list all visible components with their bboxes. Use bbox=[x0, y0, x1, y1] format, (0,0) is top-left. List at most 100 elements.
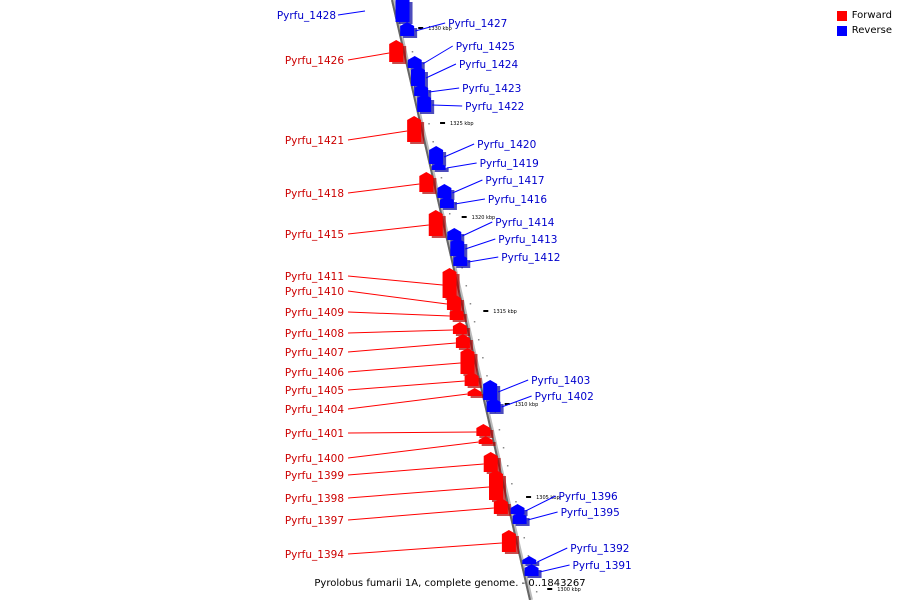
reverse-gene-label: Pyrfu_1395 bbox=[561, 507, 620, 519]
forward-leader-line bbox=[347, 130, 408, 141]
reverse-gene-arrow bbox=[450, 238, 465, 242]
forward-leader-line bbox=[347, 329, 453, 334]
forward-leader-line bbox=[347, 183, 420, 194]
reverse-leader-line bbox=[539, 564, 570, 573]
map-dot bbox=[527, 555, 530, 557]
reverse-leader-line bbox=[446, 162, 477, 169]
forward-gene-label: Pyrfu_1409 bbox=[285, 307, 344, 319]
forward-gene-arrow bbox=[446, 294, 461, 298]
forward-gene-label: Pyrfu_1406 bbox=[285, 367, 345, 379]
reverse-gene bbox=[522, 560, 537, 564]
forward-leader-line bbox=[347, 290, 447, 305]
map-dot bbox=[511, 483, 513, 485]
forward-gene bbox=[407, 120, 422, 142]
forward-leader-line bbox=[347, 342, 456, 353]
forward-gene-label: Pyrfu_1400 bbox=[285, 453, 344, 465]
map-dot bbox=[482, 357, 484, 359]
forward-gene-arrow bbox=[493, 498, 508, 502]
reverse-gene-arrow bbox=[407, 56, 422, 60]
forward-gene bbox=[464, 376, 479, 386]
reverse-gene bbox=[486, 402, 501, 412]
reverse-gene bbox=[407, 60, 422, 68]
reverse-gene bbox=[410, 70, 425, 86]
reverse-gene bbox=[483, 384, 498, 400]
forward-gene bbox=[389, 44, 404, 62]
tick-mark bbox=[547, 588, 553, 590]
forward-gene-label: Pyrfu_1401 bbox=[285, 428, 344, 440]
legend: Forward Reverse bbox=[836, 8, 892, 38]
reverse-gene-arrow bbox=[510, 504, 525, 508]
reverse-gene-arrow bbox=[417, 94, 432, 98]
map-dot bbox=[498, 429, 501, 431]
reverse-gene bbox=[524, 568, 539, 576]
reverse-gene-label: Pyrfu_1427 bbox=[448, 18, 507, 30]
map-caption: Pyrolobus fumarii 1A, complete genome. -… bbox=[314, 578, 586, 589]
forward-gene-label: Pyrfu_1410 bbox=[285, 286, 344, 298]
tick-mark bbox=[526, 496, 532, 498]
forward-leader-line bbox=[347, 311, 450, 317]
tick-mark bbox=[440, 122, 446, 124]
forward-gene-arrow bbox=[501, 530, 516, 534]
forward-leader-line bbox=[347, 380, 465, 391]
map-dot bbox=[535, 591, 538, 593]
reverse-leader-line bbox=[422, 45, 453, 65]
reverse-gene-label: Pyrfu_1420 bbox=[477, 139, 536, 151]
forward-leader-line bbox=[347, 431, 477, 434]
reverse-gene bbox=[439, 200, 454, 208]
reverse-gene-arrow bbox=[453, 254, 468, 258]
forward-gene bbox=[483, 456, 498, 472]
reverse-gene-arrow bbox=[400, 22, 415, 26]
forward-gene-arrow bbox=[455, 334, 470, 338]
forward-gene-label: Pyrfu_1398 bbox=[285, 493, 344, 505]
reverse-gene-label: Pyrfu_1417 bbox=[485, 175, 544, 187]
forward-gene-arrow bbox=[467, 388, 482, 392]
forward-gene-arrow bbox=[460, 348, 475, 352]
tick-label: 1310 kbp bbox=[515, 402, 539, 408]
forward-gene-label: Pyrfu_1426 bbox=[285, 55, 345, 67]
reverse-leader-line bbox=[468, 256, 499, 263]
reverse-leader-line bbox=[415, 22, 446, 32]
reverse-leader-line bbox=[432, 104, 463, 107]
reverse-gene-arrow bbox=[512, 512, 527, 516]
forward-gene bbox=[442, 272, 457, 298]
tick-mark bbox=[504, 403, 510, 405]
forward-gene-label: Pyrfu_1399 bbox=[285, 470, 344, 482]
reverse-gene-arrow bbox=[447, 228, 462, 232]
forward-gene bbox=[455, 338, 470, 348]
forward-leader-line bbox=[347, 275, 443, 286]
reverse-gene-arrow bbox=[522, 556, 537, 560]
reverse-leader-line bbox=[527, 511, 558, 521]
forward-leader-line bbox=[347, 441, 479, 459]
forward-gene-label: Pyrfu_1408 bbox=[285, 328, 344, 340]
reverse-gene-label: Pyrfu_1428 bbox=[277, 10, 336, 22]
map-dot bbox=[506, 465, 509, 467]
forward-gene-arrow bbox=[389, 40, 404, 44]
reverse-gene-label: Pyrfu_1419 bbox=[480, 158, 539, 170]
map-dot bbox=[465, 285, 468, 287]
reverse-gene-label: Pyrfu_1414 bbox=[495, 217, 555, 229]
forward-leader-line bbox=[347, 393, 468, 410]
reverse-leader-line bbox=[462, 221, 493, 237]
reverse-gene bbox=[400, 26, 415, 36]
reverse-leader-line bbox=[425, 63, 457, 79]
reverse-gene bbox=[414, 88, 429, 96]
forward-leader-line bbox=[347, 486, 490, 499]
map-dot bbox=[432, 141, 434, 143]
forward-swatch bbox=[836, 10, 847, 21]
reverse-gene bbox=[437, 188, 452, 198]
reverse-leader-line bbox=[454, 198, 486, 205]
forward-gene-label: Pyrfu_1405 bbox=[285, 385, 344, 397]
forward-gene bbox=[476, 428, 491, 436]
forward-gene-label: Pyrfu_1394 bbox=[285, 549, 345, 561]
map-dot bbox=[411, 51, 414, 53]
forward-gene bbox=[452, 326, 467, 334]
forward-leader-line bbox=[347, 362, 461, 373]
reverse-swatch bbox=[836, 25, 847, 36]
tick-mark bbox=[461, 216, 467, 218]
reverse-gene-label: Pyrfu_1424 bbox=[459, 59, 519, 71]
reverse-gene-label: Pyrfu_1396 bbox=[559, 491, 619, 503]
forward-gene-arrow bbox=[428, 210, 443, 214]
reverse-leader-line bbox=[525, 495, 556, 512]
reverse-gene-label: Pyrfu_1403 bbox=[531, 375, 590, 387]
reverse-gene bbox=[431, 166, 446, 170]
